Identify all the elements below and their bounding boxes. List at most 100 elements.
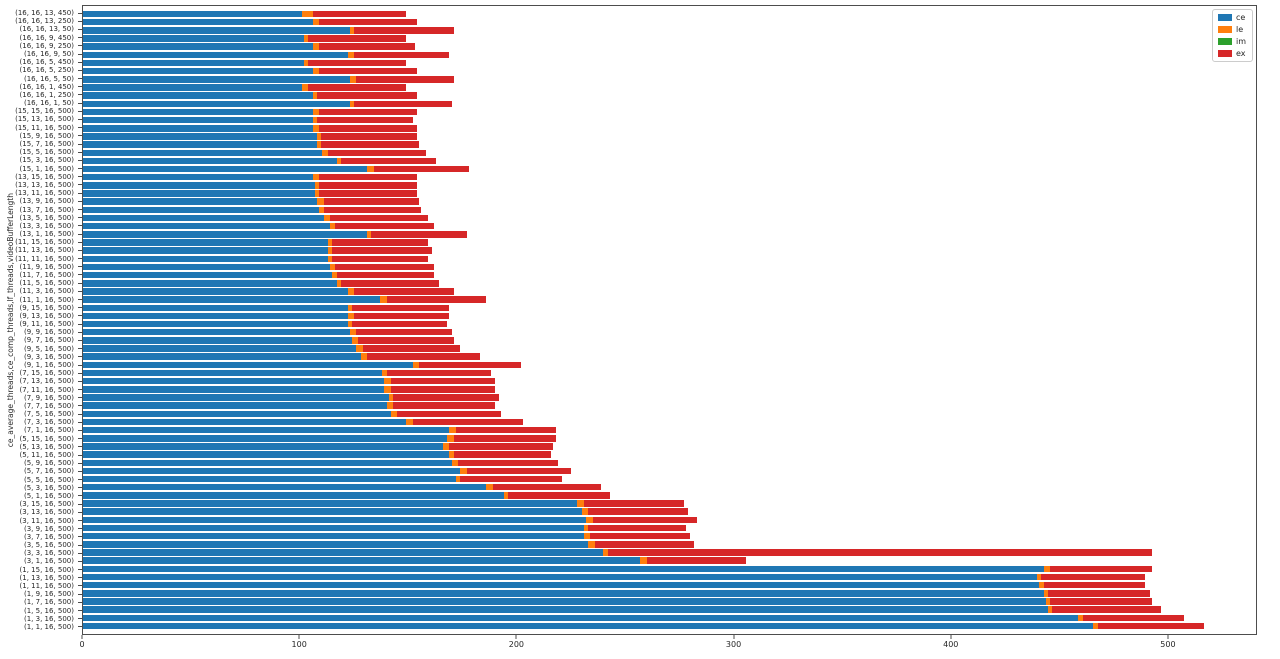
bar-segment-ex xyxy=(319,67,417,75)
bar-row xyxy=(83,133,1256,140)
bar-segment-ce xyxy=(83,10,302,18)
y-tick-label: (3, 7, 16, 500) xyxy=(24,532,74,541)
y-tick-mark xyxy=(78,462,82,464)
bar-segment-ce xyxy=(83,116,313,124)
y-tick-mark xyxy=(78,577,82,579)
bar-row xyxy=(83,198,1256,205)
bar-segment-ce xyxy=(83,451,450,458)
y-tick-label: (9, 9, 16, 500) xyxy=(24,328,74,337)
bar-segment-le xyxy=(328,247,333,254)
y-tick-mark xyxy=(78,421,82,423)
bar-segment-ce xyxy=(83,157,337,165)
y-tick-label: (11, 9, 16, 500) xyxy=(19,262,74,271)
bar-segment-ex xyxy=(449,443,554,450)
bar-row xyxy=(83,288,1256,295)
y-tick-label: (5, 3, 16, 500) xyxy=(24,483,74,492)
bar-segment-ce xyxy=(83,394,389,401)
bar-segment-le xyxy=(317,141,322,148)
bar-segment-ex xyxy=(334,263,435,271)
bar-row xyxy=(83,125,1256,132)
bar-segment-le xyxy=(349,100,355,108)
bar-segment-ex xyxy=(351,320,448,328)
y-tick-mark xyxy=(78,86,82,88)
bar-segment-ex xyxy=(1047,590,1150,597)
y-tick-label: (15, 9, 16, 500) xyxy=(19,131,74,140)
bar-segment-ex xyxy=(371,231,467,238)
y-tick-label: (13, 5, 16, 500) xyxy=(19,213,74,222)
bar-row xyxy=(83,67,1256,75)
bar-segment-le xyxy=(1039,581,1044,589)
y-tick-label: (11, 15, 16, 500) xyxy=(15,238,74,247)
bar-segment-le xyxy=(581,508,589,515)
x-tick-mark xyxy=(298,635,300,639)
y-tick-label: (13, 11, 16, 500) xyxy=(15,189,74,198)
y-tick-label: (7, 5, 16, 500) xyxy=(24,410,74,419)
bar-segment-ce xyxy=(83,508,582,515)
bar-segment-ce xyxy=(83,549,604,556)
y-tick-mark xyxy=(78,45,82,47)
y-tick-mark xyxy=(78,560,82,562)
bar-segment-ex xyxy=(354,100,452,108)
bar-segment-le xyxy=(314,190,320,197)
bar-segment-le xyxy=(349,27,355,34)
bar-segment-ce xyxy=(83,402,387,409)
y-tick-label: (15, 13, 16, 500) xyxy=(15,115,74,124)
bar-segment-ex xyxy=(308,59,407,67)
bar-segment-le xyxy=(367,165,374,173)
y-tick-mark xyxy=(78,323,82,325)
y-tick-mark xyxy=(78,299,82,301)
bar-segment-ex xyxy=(390,377,495,385)
bar-row xyxy=(83,386,1256,393)
x-tick-mark xyxy=(81,635,83,639)
bar-segment-ce xyxy=(83,255,328,263)
bar-row xyxy=(83,190,1256,197)
bar-segment-le xyxy=(384,377,391,385)
y-tick-label: (16, 16, 9, 450) xyxy=(19,33,74,42)
y-tick-label: (3, 9, 16, 500) xyxy=(24,524,74,533)
y-tick-label: (11, 7, 16, 500) xyxy=(19,270,74,279)
bar-segment-ex xyxy=(362,345,461,352)
y-tick-mark xyxy=(78,159,82,161)
bar-segment-ex xyxy=(367,353,480,360)
bar-segment-ce xyxy=(83,622,1094,630)
bar-segment-ce xyxy=(83,443,443,450)
bar-segment-ce xyxy=(83,386,385,393)
y-tick-label: (15, 7, 16, 500) xyxy=(19,140,74,149)
bar-segment-ce xyxy=(83,492,504,499)
y-tick-label: (3, 5, 16, 500) xyxy=(24,541,74,550)
bar-segment-ce xyxy=(83,532,584,540)
y-tick-label: (16, 16, 5, 450) xyxy=(19,58,74,67)
bar-row xyxy=(83,320,1256,328)
y-tick-label: (11, 11, 16, 500) xyxy=(15,254,74,263)
y-tick-mark xyxy=(78,168,82,170)
y-tick-mark xyxy=(78,372,82,374)
bar-row xyxy=(83,541,1256,548)
y-tick-label: (16, 16, 9, 50) xyxy=(24,50,74,58)
bar-segment-ce xyxy=(83,222,331,230)
y-tick-label: (11, 13, 16, 500) xyxy=(15,246,74,255)
bar-segment-le xyxy=(349,328,357,336)
bar-segment-ex xyxy=(336,271,435,279)
y-tick-mark xyxy=(78,454,82,456)
y-tick-mark xyxy=(78,143,82,145)
bar-row xyxy=(83,231,1256,238)
bar-segment-ce xyxy=(83,304,348,311)
legend-label: ce xyxy=(1235,13,1246,22)
bar-segment-ex xyxy=(321,133,417,140)
y-tick-mark xyxy=(78,20,82,22)
y-tick-mark xyxy=(78,217,82,219)
bar-segment-le xyxy=(312,125,320,132)
bar-segment-ce xyxy=(83,190,315,197)
bar-segment-le xyxy=(388,394,394,401)
bar-row xyxy=(83,606,1256,613)
y-tick-mark xyxy=(78,184,82,186)
y-tick-mark xyxy=(78,413,82,415)
y-tick-mark xyxy=(78,446,82,448)
bar-segment-ce xyxy=(83,182,315,189)
y-tick-mark xyxy=(78,528,82,530)
bar-segment-ce xyxy=(83,206,320,214)
bar-segment-ce xyxy=(83,614,1079,621)
bar-segment-ex xyxy=(588,508,688,515)
bar-row xyxy=(83,247,1256,254)
